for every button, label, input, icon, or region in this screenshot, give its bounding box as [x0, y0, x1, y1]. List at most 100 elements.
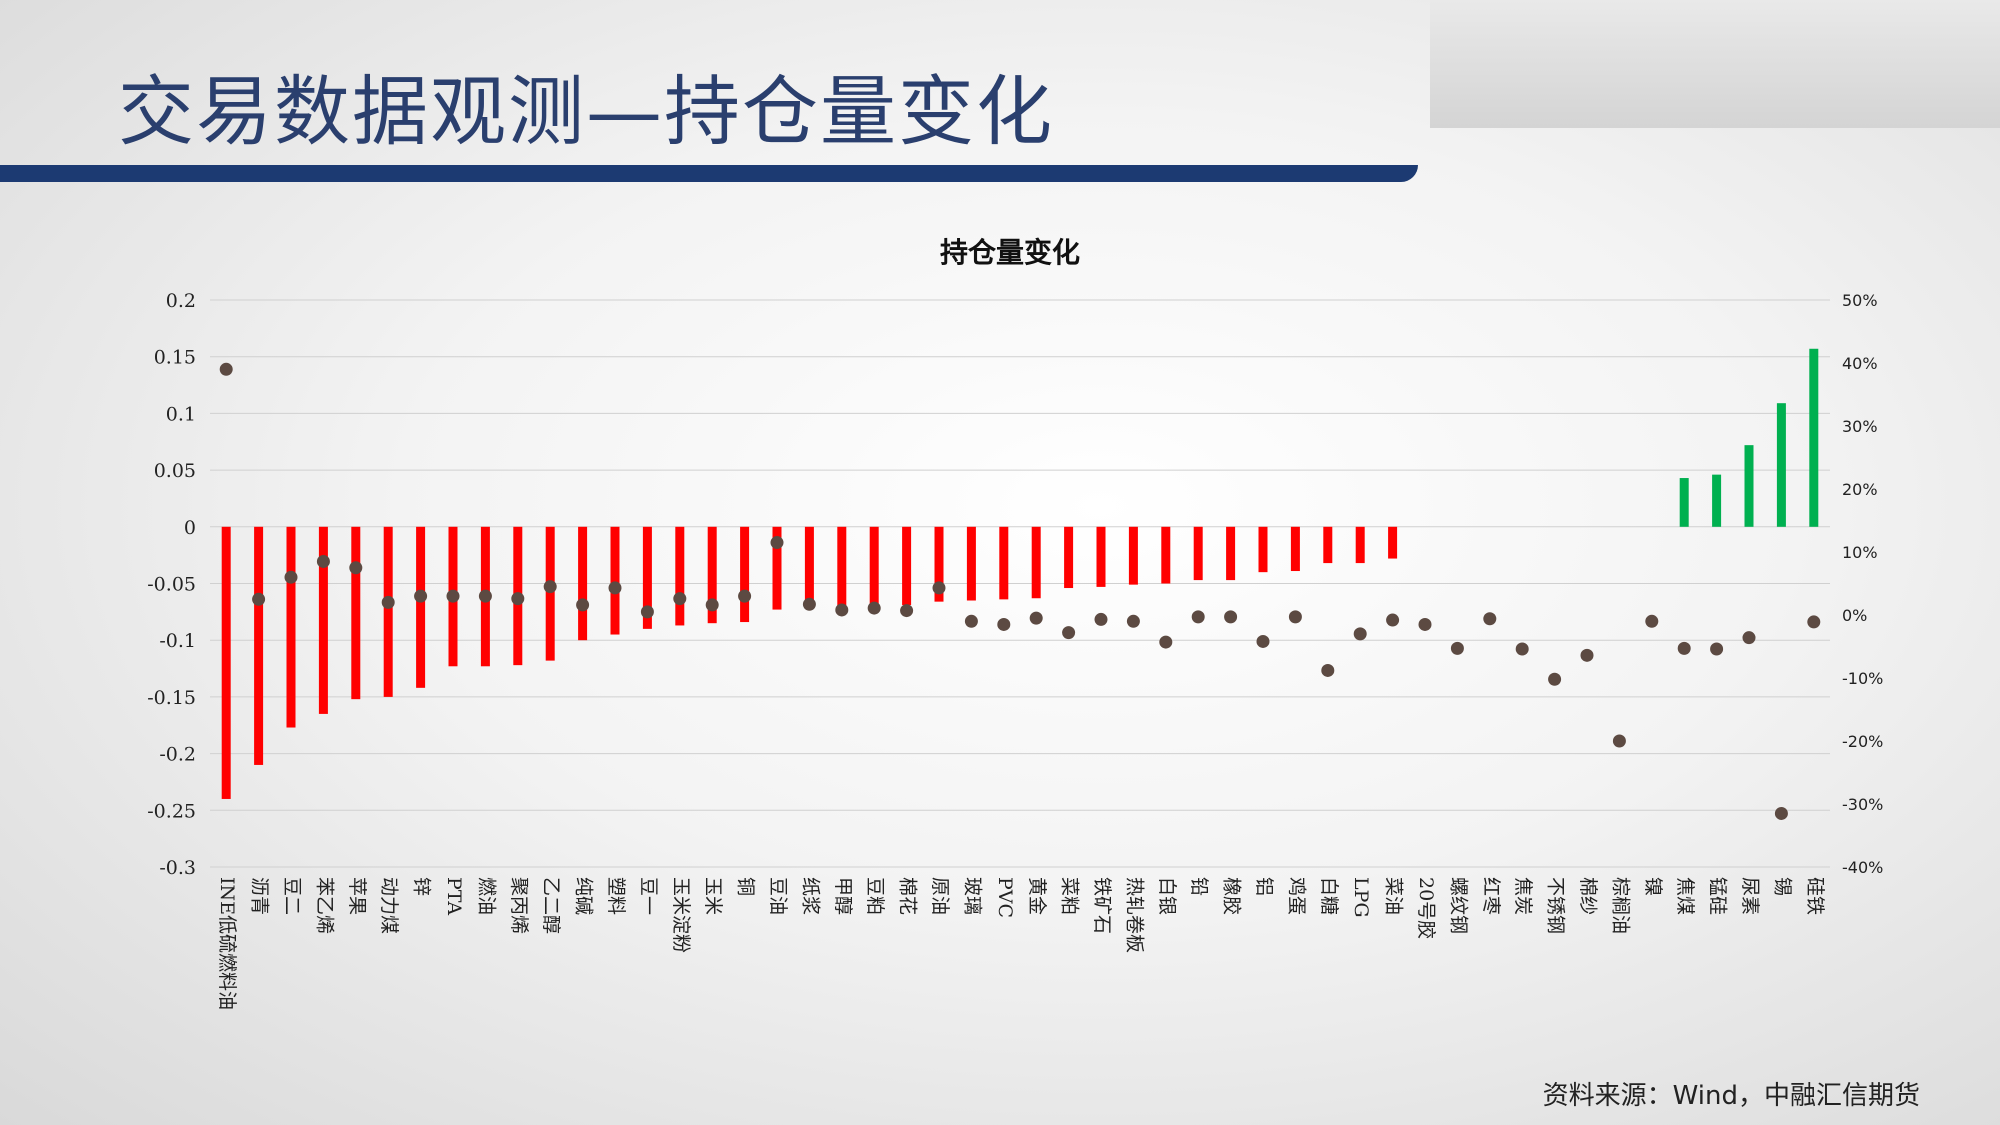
bar-锡	[1776, 403, 1786, 527]
category-label: 尿素	[1739, 877, 1761, 915]
category-label: 菜粕	[1059, 877, 1081, 915]
bar-LPG	[1355, 526, 1365, 564]
marker-黄金	[1029, 611, 1043, 625]
bar-甲醇	[837, 526, 847, 608]
category-label: 豆二	[281, 877, 303, 915]
category-label: LPG	[1350, 877, 1372, 918]
left-axis-tick-label: -0.1	[159, 630, 196, 652]
marker-菜油	[1386, 613, 1400, 627]
right-axis-tick-label: -30%	[1842, 795, 1883, 814]
category-label: 白银	[1156, 877, 1178, 915]
category-label: 燃油	[475, 877, 497, 915]
marker-热轧卷板	[1126, 614, 1140, 628]
marker-纯碱	[576, 598, 590, 612]
marker-橡胶	[1224, 610, 1238, 624]
left-axis-tick-label: 0.05	[154, 460, 196, 482]
bar-塑料	[610, 526, 620, 635]
marker-聚丙烯	[511, 592, 525, 606]
bar-黄金	[1031, 526, 1041, 599]
category-label: 原油	[929, 877, 951, 915]
right-axis-tick-label: 10%	[1842, 543, 1878, 562]
bar-玻璃	[966, 526, 976, 601]
category-label: PTA	[443, 877, 465, 915]
bar-焦煤	[1679, 478, 1689, 527]
bar-PVC	[999, 526, 1009, 600]
bar-白糖	[1323, 526, 1333, 564]
marker-尿素	[1742, 631, 1756, 645]
category-label: 红枣	[1480, 877, 1502, 915]
category-label: 20号胶	[1415, 877, 1437, 939]
category-label: 棉花	[897, 877, 919, 915]
left-axis-tick-label: -0.05	[147, 574, 196, 596]
marker-铁矿石	[1094, 612, 1108, 626]
category-label: 焦炭	[1512, 877, 1534, 915]
category-label: 玻璃	[961, 877, 983, 915]
marker-20号胶	[1418, 617, 1432, 631]
right-axis-tick-label: -10%	[1842, 669, 1883, 688]
left-axis-tick-label: 0	[184, 517, 196, 539]
right-axis-tick-label: -20%	[1842, 732, 1883, 751]
marker-菜粕	[1062, 626, 1076, 640]
marker-豆粕	[867, 601, 881, 615]
marker-焦炭	[1515, 642, 1529, 656]
chart-title: 持仓量变化	[940, 236, 1080, 269]
bar-铅	[1193, 526, 1203, 581]
marker-白糖	[1321, 663, 1335, 677]
bar-INE低硫燃料油	[221, 526, 231, 799]
category-label: 玉米淀粉	[670, 877, 692, 953]
category-label: 锌	[411, 877, 433, 896]
left-axis-tick-label: 0.2	[166, 290, 196, 312]
marker-豆油	[770, 536, 784, 550]
bar-硅铁	[1809, 348, 1819, 527]
category-label: 镍	[1642, 877, 1664, 896]
marker-塑料	[608, 581, 622, 595]
marker-INE低硫燃料油	[219, 362, 233, 376]
marker-铅	[1191, 610, 1205, 624]
marker-豆一	[640, 605, 654, 619]
left-axis-tick-label: 0.15	[154, 347, 196, 369]
marker-棕榈油	[1612, 734, 1626, 748]
marker-螺纹钢	[1450, 641, 1464, 655]
marker-燃油	[478, 589, 492, 603]
bar-沥青	[254, 526, 264, 765]
category-label: 玉米	[702, 877, 724, 915]
category-label: 菜油	[1383, 877, 1405, 915]
marker-豆二	[284, 570, 298, 584]
marker-硅铁	[1807, 615, 1821, 629]
marker-焦煤	[1677, 641, 1691, 655]
marker-原油	[932, 581, 946, 595]
bar-鸡蛋	[1290, 526, 1300, 572]
left-axis-tick-label: 0.1	[166, 403, 196, 425]
marker-PVC	[997, 617, 1011, 631]
title-underline-bar	[0, 165, 1418, 182]
category-label: 豆一	[637, 877, 659, 915]
right-axis-tick-label: -40%	[1842, 858, 1883, 877]
marker-PTA	[446, 589, 460, 603]
marker-棉花	[900, 604, 914, 618]
bar-纸浆	[804, 526, 814, 609]
category-label: 热轧卷板	[1123, 877, 1145, 953]
category-label: 乙二醇	[540, 877, 562, 934]
bar-豆二	[286, 526, 296, 728]
category-label: 豆油	[767, 877, 789, 915]
marker-甲醇	[835, 603, 849, 617]
bar-原油	[934, 526, 944, 602]
marker-动力煤	[381, 595, 395, 609]
source-note: 资料来源：Wind，中融汇信期货	[1542, 1081, 1920, 1111]
marker-白银	[1159, 635, 1173, 649]
marker-锰硅	[1710, 642, 1724, 656]
right-axis-tick-label: 30%	[1842, 417, 1878, 436]
left-axis-tick-label: -0.2	[159, 744, 196, 766]
marker-苹果	[349, 561, 363, 575]
bar-铁矿石	[1096, 526, 1106, 587]
right-axis-tick-label: 0%	[1842, 606, 1867, 625]
left-axis-tick-label: -0.25	[147, 800, 196, 822]
category-label: 铜	[735, 877, 757, 896]
category-label: 甲醇	[832, 877, 854, 915]
slide-title: 交易数据观测—持仓量变化	[118, 67, 1054, 156]
category-label: 纸浆	[799, 877, 821, 915]
bar-橡胶	[1226, 526, 1236, 581]
category-label: 铝	[1253, 877, 1275, 896]
bar-豆粕	[869, 526, 879, 607]
